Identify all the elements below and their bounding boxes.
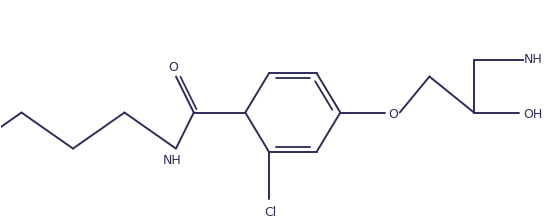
Text: NH: NH (162, 154, 181, 167)
Text: O: O (388, 108, 398, 121)
Text: Cl: Cl (264, 206, 276, 219)
Text: O: O (168, 60, 178, 74)
Text: NH: NH (524, 53, 543, 66)
Text: OH: OH (523, 108, 542, 121)
